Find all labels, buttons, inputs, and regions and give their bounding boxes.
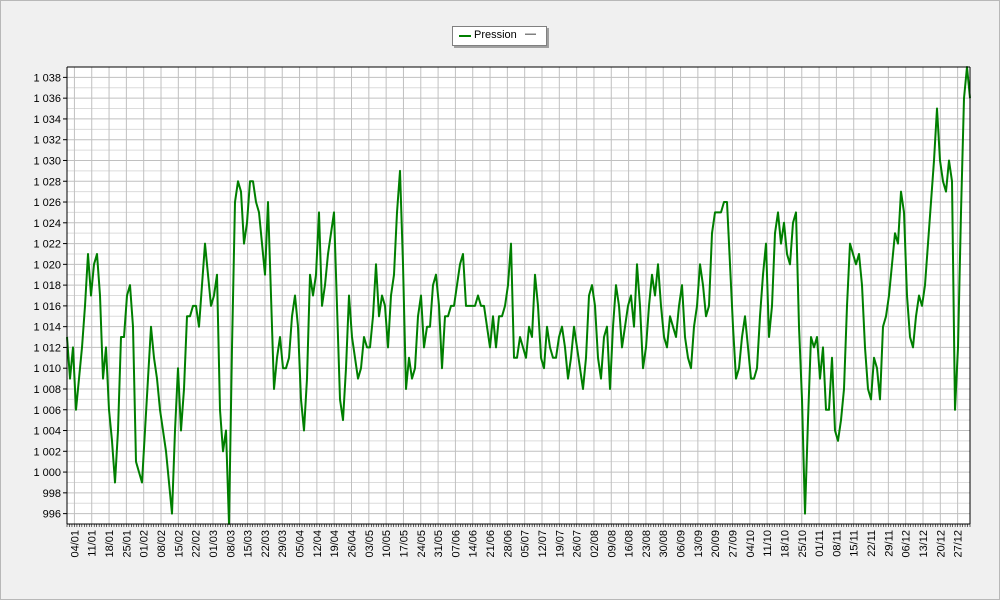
y-tick-label: 1 026 bbox=[33, 197, 61, 209]
y-tick-label: 1 016 bbox=[33, 301, 61, 313]
y-tick-label: 998 bbox=[43, 488, 61, 500]
x-tick-label: 14/06 bbox=[468, 530, 480, 558]
x-tick-label: 13/09 bbox=[693, 530, 705, 558]
x-tick-label: 25/10 bbox=[797, 530, 809, 558]
x-tick-label: 06/09 bbox=[676, 530, 688, 558]
series-line-pression bbox=[66, 66, 971, 525]
x-tick-label: 19/04 bbox=[329, 530, 341, 558]
legend-swatch bbox=[459, 35, 471, 37]
legend-dash: — bbox=[525, 28, 536, 40]
x-tick-label: 26/04 bbox=[347, 530, 359, 558]
x-tick-label: 31/05 bbox=[433, 530, 445, 558]
x-tick-label: 30/08 bbox=[658, 530, 670, 558]
x-tick-label: 23/08 bbox=[641, 530, 653, 558]
series-layer bbox=[66, 66, 971, 525]
x-tick-label: 08/11 bbox=[831, 530, 843, 557]
y-tick-label: 1 010 bbox=[33, 363, 61, 375]
x-tick-label: 24/05 bbox=[416, 530, 428, 558]
x-tick-label: 01/02 bbox=[139, 530, 151, 558]
y-tick-label: 1 006 bbox=[33, 405, 61, 417]
x-tick-label: 20/09 bbox=[710, 530, 722, 558]
x-tick-label: 11/10 bbox=[762, 530, 774, 557]
x-tick-label: 26/07 bbox=[572, 530, 584, 558]
x-tick-label: 18/10 bbox=[779, 530, 791, 558]
x-tick-label: 01/03 bbox=[208, 530, 220, 558]
x-tick-label: 22/03 bbox=[260, 530, 272, 558]
legend: Pression — bbox=[452, 26, 547, 46]
x-tick-label: 16/08 bbox=[624, 530, 636, 558]
x-tick-label: 27/09 bbox=[727, 530, 739, 558]
x-tick-label: 05/07 bbox=[520, 530, 532, 558]
x-tick-label: 15/02 bbox=[173, 530, 185, 558]
x-tick-label: 04/01 bbox=[69, 530, 81, 558]
y-tick-label: 1 024 bbox=[33, 218, 61, 230]
x-tick-label: 09/08 bbox=[606, 530, 618, 558]
x-tick-label: 13/12 bbox=[918, 530, 930, 558]
x-tick-label: 11/01 bbox=[87, 530, 99, 557]
y-tick-label: 1 014 bbox=[33, 322, 61, 334]
x-axis-ticks: 04/01 11/01 18/01 25/01 01/02 08/02 15/02 22/02… bbox=[66, 524, 971, 558]
x-tick-label: 27/12 bbox=[953, 530, 965, 558]
x-tick-label: 22/11 bbox=[866, 530, 878, 557]
y-tick-label: 1 008 bbox=[33, 384, 61, 396]
x-tick-label: 15/11 bbox=[849, 530, 861, 557]
y-tick-label: 1 020 bbox=[33, 259, 61, 271]
y-tick-label: 1 028 bbox=[33, 176, 61, 188]
y-tick-label: 1 002 bbox=[33, 446, 61, 458]
x-tick-label: 01/11 bbox=[814, 530, 826, 557]
x-tick-label: 17/05 bbox=[398, 530, 410, 558]
x-tick-label: 21/06 bbox=[485, 530, 497, 558]
x-tick-label: 28/06 bbox=[502, 530, 514, 558]
x-tick-label: 18/01 bbox=[104, 530, 116, 558]
x-tick-label: 02/08 bbox=[589, 530, 601, 558]
x-tick-label: 10/05 bbox=[381, 530, 393, 558]
x-tick-label: 03/05 bbox=[364, 530, 376, 558]
x-tick-label: 19/07 bbox=[554, 530, 566, 558]
y-tick-label: 1 022 bbox=[33, 239, 61, 251]
y-tick-label: 1 038 bbox=[33, 72, 61, 84]
x-tick-label: 04/10 bbox=[745, 530, 757, 558]
y-tick-label: 1 030 bbox=[33, 155, 61, 167]
y-tick-label: 1 034 bbox=[33, 114, 61, 126]
x-tick-label: 25/01 bbox=[121, 530, 133, 558]
y-tick-label: 1 000 bbox=[33, 467, 61, 479]
x-tick-label: 29/03 bbox=[277, 530, 289, 558]
x-tick-label: 12/04 bbox=[312, 530, 324, 558]
x-tick-label: 07/06 bbox=[450, 530, 462, 558]
y-tick-label: 1 032 bbox=[33, 135, 61, 147]
x-tick-label: 12/07 bbox=[537, 530, 549, 558]
y-tick-label: 1 018 bbox=[33, 280, 61, 292]
y-tick-label: 1 012 bbox=[33, 342, 61, 354]
x-tick-label: 08/03 bbox=[225, 530, 237, 558]
y-axis-ticks: 996 998 1 000 1 002 1 004 1 006 1 008 1 010 1 01… bbox=[33, 72, 67, 521]
x-tick-label: 05/04 bbox=[295, 530, 307, 558]
y-tick-label: 1 036 bbox=[33, 93, 61, 105]
x-tick-label: 29/11 bbox=[883, 530, 895, 557]
y-tick-label: 996 bbox=[43, 509, 61, 521]
x-tick-label: 15/03 bbox=[243, 530, 255, 558]
gridlines bbox=[67, 66, 970, 525]
x-tick-label: 22/02 bbox=[191, 530, 203, 558]
legend-label: Pression bbox=[474, 29, 517, 41]
y-tick-label: 1 004 bbox=[33, 426, 61, 438]
x-tick-label: 06/12 bbox=[901, 530, 913, 558]
x-tick-label: 20/12 bbox=[935, 530, 947, 558]
x-tick-label: 08/02 bbox=[156, 530, 168, 558]
